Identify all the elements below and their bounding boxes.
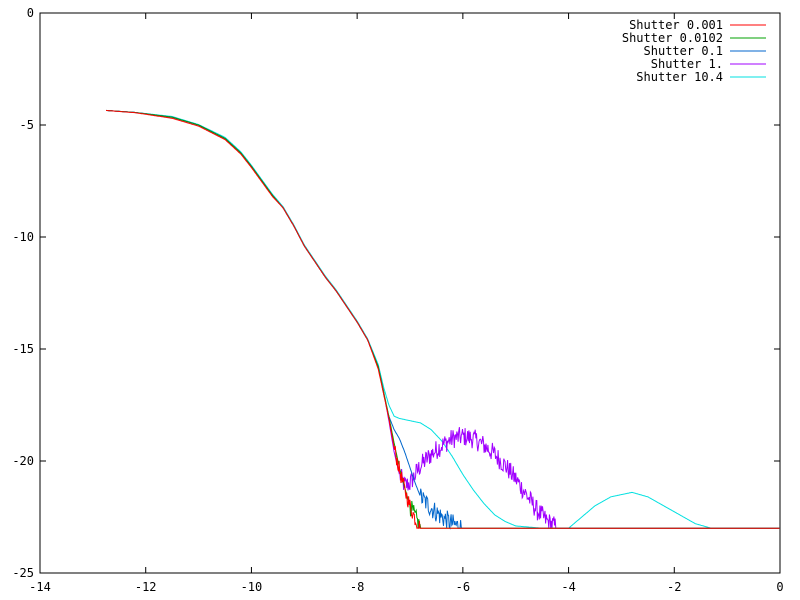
x-tick-label: 0 (776, 580, 783, 594)
x-tick-label: -6 (456, 580, 470, 594)
x-tick-label: -12 (135, 580, 157, 594)
series-line (106, 109, 780, 529)
y-tick-label: -25 (12, 566, 34, 580)
y-tick-label: 0 (27, 6, 34, 20)
y-tick-label: -20 (12, 454, 34, 468)
plot-frame (39, 12, 781, 574)
series-line (106, 109, 780, 529)
legend-label: Shutter 0.1 (644, 44, 723, 58)
y-tick-label: -15 (12, 342, 34, 356)
legend-label: Shutter 10.4 (636, 70, 723, 84)
legend-label: Shutter 0.0102 (622, 31, 723, 45)
x-tick-label: -4 (561, 580, 575, 594)
legend-label: Shutter 1. (651, 57, 723, 71)
x-tick-label: -10 (241, 580, 263, 594)
series-line (106, 109, 780, 529)
series-layer (106, 109, 780, 530)
series-line (106, 109, 780, 529)
y-tick-label: -5 (20, 118, 34, 132)
legend-label: Shutter 0.001 (629, 18, 723, 32)
x-tick-label: -2 (667, 580, 681, 594)
series-line (106, 109, 780, 530)
x-tick-label: -8 (350, 580, 364, 594)
x-tick-label: -14 (29, 580, 51, 594)
y-tick-label: -10 (12, 230, 34, 244)
axis-ticks: -14 -12 -10 -8 -6 -4 -2 00-5-10-15-20-25 (12, 6, 783, 594)
